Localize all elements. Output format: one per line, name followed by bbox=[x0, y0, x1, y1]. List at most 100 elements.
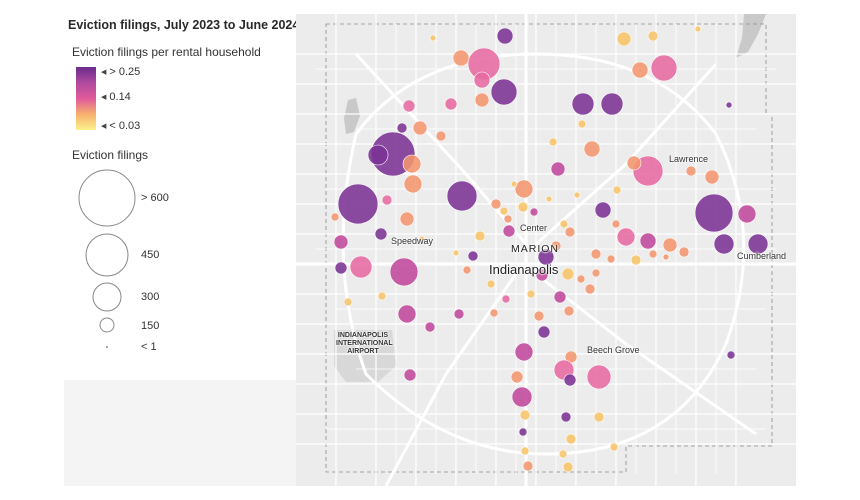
eviction-bubble[interactable] bbox=[399, 211, 415, 227]
eviction-bubble[interactable] bbox=[609, 442, 619, 452]
eviction-bubble[interactable] bbox=[330, 212, 340, 222]
eviction-bubble[interactable] bbox=[367, 144, 389, 166]
eviction-bubble[interactable] bbox=[349, 255, 373, 279]
eviction-bubble[interactable] bbox=[490, 198, 502, 210]
eviction-bubble[interactable] bbox=[381, 194, 393, 206]
eviction-bubble[interactable] bbox=[412, 120, 428, 136]
eviction-bubble[interactable] bbox=[520, 446, 530, 456]
eviction-bubble[interactable] bbox=[647, 30, 659, 42]
eviction-bubble[interactable] bbox=[473, 71, 491, 89]
eviction-bubble[interactable] bbox=[577, 119, 587, 129]
eviction-bubble[interactable] bbox=[533, 310, 545, 322]
map-view[interactable]: Lawrence Speedway Center MARION Indianap… bbox=[296, 14, 796, 486]
eviction-bubble[interactable] bbox=[662, 253, 670, 261]
eviction-bubble[interactable] bbox=[612, 185, 622, 195]
eviction-bubble[interactable] bbox=[586, 364, 612, 390]
eviction-bubble[interactable] bbox=[429, 34, 437, 42]
eviction-bubble[interactable] bbox=[573, 191, 581, 199]
eviction-bubble[interactable] bbox=[562, 461, 574, 473]
eviction-bubble[interactable] bbox=[550, 161, 566, 177]
eviction-bubble[interactable] bbox=[529, 207, 539, 217]
eviction-bubble[interactable] bbox=[563, 305, 575, 317]
eviction-bubble[interactable] bbox=[737, 204, 757, 224]
eviction-bubble[interactable] bbox=[490, 78, 518, 106]
eviction-bubble[interactable] bbox=[517, 201, 529, 213]
eviction-bubble[interactable] bbox=[694, 25, 702, 33]
eviction-bubble[interactable] bbox=[519, 409, 531, 421]
eviction-bubble[interactable] bbox=[631, 61, 649, 79]
eviction-bubble[interactable] bbox=[576, 274, 586, 284]
eviction-bubble[interactable] bbox=[377, 291, 387, 301]
eviction-bubble[interactable] bbox=[514, 179, 534, 199]
eviction-bubble[interactable] bbox=[486, 279, 496, 289]
eviction-bubble[interactable] bbox=[565, 433, 577, 445]
eviction-bubble[interactable] bbox=[694, 193, 734, 233]
eviction-bubble[interactable] bbox=[337, 183, 379, 225]
eviction-bubble[interactable] bbox=[662, 237, 678, 253]
eviction-bubble[interactable] bbox=[600, 92, 624, 116]
eviction-bubble[interactable] bbox=[704, 169, 720, 185]
eviction-bubble[interactable] bbox=[593, 411, 605, 423]
eviction-bubble[interactable] bbox=[514, 342, 534, 362]
eviction-bubble[interactable] bbox=[616, 227, 636, 247]
eviction-bubble[interactable] bbox=[611, 219, 621, 229]
eviction-bubble[interactable] bbox=[583, 140, 601, 158]
eviction-bubble[interactable] bbox=[526, 289, 536, 299]
eviction-bubble[interactable] bbox=[452, 49, 470, 67]
eviction-bubble[interactable] bbox=[403, 174, 423, 194]
eviction-bubble[interactable] bbox=[616, 31, 632, 47]
eviction-bubble[interactable] bbox=[584, 283, 596, 295]
eviction-bubble[interactable] bbox=[747, 233, 769, 255]
eviction-bubble[interactable] bbox=[571, 92, 595, 116]
eviction-bubble[interactable] bbox=[462, 265, 472, 275]
eviction-bubble[interactable] bbox=[510, 370, 524, 384]
eviction-bubble[interactable] bbox=[418, 235, 426, 243]
eviction-bubble[interactable] bbox=[424, 321, 436, 333]
eviction-bubble[interactable] bbox=[397, 304, 417, 324]
eviction-bubble[interactable] bbox=[518, 427, 528, 437]
eviction-bubble[interactable] bbox=[685, 165, 697, 177]
eviction-bubble[interactable] bbox=[467, 250, 479, 262]
eviction-bubble[interactable] bbox=[639, 232, 657, 250]
eviction-bubble[interactable] bbox=[502, 224, 516, 238]
eviction-bubble[interactable] bbox=[510, 180, 518, 188]
eviction-bubble[interactable] bbox=[474, 230, 486, 242]
eviction-bubble[interactable] bbox=[559, 219, 569, 229]
eviction-bubble[interactable] bbox=[590, 248, 602, 260]
eviction-bubble[interactable] bbox=[499, 206, 509, 216]
eviction-bubble[interactable] bbox=[503, 214, 513, 224]
eviction-bubble[interactable] bbox=[678, 246, 690, 258]
eviction-bubble[interactable] bbox=[561, 267, 575, 281]
eviction-bubble[interactable] bbox=[389, 257, 419, 287]
eviction-bubble[interactable] bbox=[630, 254, 642, 266]
eviction-bubble[interactable] bbox=[564, 226, 576, 238]
eviction-bubble[interactable] bbox=[713, 233, 735, 255]
eviction-bubble[interactable] bbox=[626, 155, 642, 171]
eviction-bubble[interactable] bbox=[334, 261, 348, 275]
eviction-bubble[interactable] bbox=[726, 350, 736, 360]
eviction-bubble[interactable] bbox=[402, 99, 416, 113]
eviction-bubble[interactable] bbox=[558, 449, 568, 459]
eviction-bubble[interactable] bbox=[453, 308, 465, 320]
eviction-bubble[interactable] bbox=[537, 248, 555, 266]
eviction-bubble[interactable] bbox=[435, 130, 447, 142]
eviction-bubble[interactable] bbox=[446, 180, 478, 212]
eviction-bubble[interactable] bbox=[560, 411, 572, 423]
eviction-bubble[interactable] bbox=[725, 101, 733, 109]
eviction-bubble[interactable] bbox=[522, 460, 534, 472]
eviction-bubble[interactable] bbox=[474, 92, 490, 108]
eviction-bubble[interactable] bbox=[648, 249, 658, 259]
eviction-bubble[interactable] bbox=[333, 234, 349, 250]
eviction-bubble[interactable] bbox=[402, 154, 422, 174]
eviction-bubble[interactable] bbox=[591, 268, 601, 278]
eviction-bubble[interactable] bbox=[548, 137, 558, 147]
eviction-bubble[interactable] bbox=[537, 325, 551, 339]
eviction-bubble[interactable] bbox=[501, 294, 511, 304]
eviction-bubble[interactable] bbox=[545, 195, 553, 203]
eviction-bubble[interactable] bbox=[550, 240, 562, 252]
eviction-bubble[interactable] bbox=[594, 201, 612, 219]
eviction-bubble[interactable] bbox=[553, 290, 567, 304]
eviction-bubble[interactable] bbox=[535, 268, 549, 282]
eviction-bubble[interactable] bbox=[403, 368, 417, 382]
eviction-bubble[interactable] bbox=[489, 308, 499, 318]
